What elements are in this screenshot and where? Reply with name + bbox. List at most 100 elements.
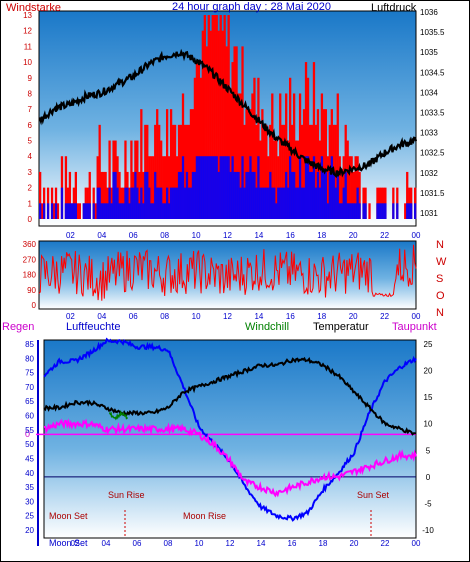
wind-average-bar (364, 203, 367, 219)
wind-gust-bar (300, 124, 304, 219)
compass-label: W (436, 256, 447, 268)
wind-average-bar (98, 187, 101, 219)
pressure-tick-label: 1032.5 (420, 149, 445, 158)
wind-average-bar (243, 187, 246, 219)
wind-tick-label: 9 (28, 74, 33, 83)
humidity-tick-label: 70 (25, 383, 34, 392)
wind-average-bar (382, 203, 385, 219)
wind-gust-bar (52, 203, 56, 219)
wind-gust-bar (205, 46, 208, 220)
wind-gust-bar (253, 77, 256, 220)
wind-average-bar (253, 171, 256, 219)
wind-average-bar (354, 203, 357, 219)
wind-average-bar (215, 156, 218, 219)
wind-average-bar (342, 187, 345, 219)
wind-average-bar (171, 187, 175, 219)
wind-average-bar (39, 203, 42, 219)
hour-tick-label: 04 (102, 539, 111, 548)
wind-tick-label: 3 (28, 168, 33, 177)
wind-gust-bar (108, 140, 111, 219)
wind-average-bar (285, 171, 288, 219)
wind-gust-bar (199, 77, 203, 220)
wind-gust-bar (104, 171, 107, 219)
wind-average-series (39, 156, 417, 219)
wind-average-bar (162, 203, 165, 219)
wind-average-bar (160, 187, 163, 219)
temperature-tick-label: 20 (424, 367, 433, 376)
wind-gust-bar (273, 140, 276, 219)
wind-average-bar (156, 187, 159, 219)
wind-average-bar (189, 187, 193, 219)
wind-average-bar (118, 203, 121, 219)
wind-average-bar (259, 187, 262, 219)
temperatur-label: Temperatur (313, 321, 369, 333)
wind-average-bar (306, 156, 310, 219)
wind-average-bar (205, 156, 208, 219)
wind-average-bar (158, 187, 161, 219)
temperature-tick-label: -10 (422, 526, 434, 535)
wind-gust-bar (191, 109, 195, 219)
wind-gust-bar (340, 171, 343, 219)
hour-tick-label: 06 (133, 539, 142, 548)
wind-gust-bar (68, 171, 72, 219)
humidity-tick-label: 80 (25, 354, 34, 363)
wind-average-bar (281, 187, 284, 219)
wind-average-bar (86, 203, 89, 219)
wind-average-bar (283, 187, 286, 219)
wind-average-bar (72, 203, 76, 219)
wind-average-bar (277, 187, 280, 219)
bottom-hour-axis: 02 04 06 08 10 12 14 16 18 20 22 00 (71, 539, 421, 548)
wind-average-bar (287, 187, 290, 219)
wind-average-bar (326, 203, 329, 219)
wind-average-bar (167, 203, 171, 219)
wind-gust-bar (285, 93, 288, 219)
wind-gust-bar (183, 124, 187, 219)
wind-gust-bar (209, 30, 212, 220)
wind-average-bar (66, 203, 70, 219)
wind-tick-label: 6 (28, 121, 33, 130)
hour-tick-label: 08 (160, 312, 169, 321)
hour-tick-label: 12 (223, 231, 232, 240)
temperature-humidity-plot (43, 339, 417, 539)
wind-gust-bar (195, 62, 199, 220)
wind-gust-bar (162, 156, 165, 219)
hour-tick-label: 20 (350, 539, 359, 548)
wind-gust-bar (142, 171, 145, 219)
wind-average-bar (140, 187, 143, 219)
wind-average-bar (104, 203, 107, 219)
direction-axis: 360 270 180 90 0 (23, 240, 37, 310)
wind-gust-bar (173, 124, 177, 219)
wind-average-bar (136, 187, 139, 219)
pressure-tick-label: 1035.5 (420, 28, 445, 37)
temperature-tick-label: 0 (426, 473, 431, 482)
wind-average-bar (126, 187, 129, 219)
pressure-tick-label: 1031 (420, 209, 438, 218)
wind-gust-bar (74, 171, 77, 219)
wind-average-bar (263, 187, 266, 219)
hour-tick-label: 22 (380, 231, 389, 240)
hour-tick-label: 02 (66, 312, 75, 321)
wind-average-bar (344, 171, 347, 219)
hour-tick-label: 00 (412, 312, 421, 321)
hour-tick-label: 02 (66, 231, 75, 240)
wind-gust-bar (223, 15, 226, 219)
humidity-tick-label: 50 (25, 440, 34, 449)
wind-average-bar (191, 171, 195, 219)
reference-lines (36, 433, 416, 478)
humidity-tick-label: 35 (25, 483, 34, 492)
wind-average-bar (406, 203, 409, 219)
wind-average-bar (348, 203, 351, 219)
wind-average-bar (245, 171, 248, 219)
hour-tick-label: 18 (317, 231, 326, 240)
wind-average-bar (187, 187, 191, 219)
hour-tick-label: 22 (381, 539, 390, 548)
humidity-tick-label: 65 (25, 397, 34, 406)
wind-average-bar (138, 203, 141, 219)
pressure-tick-label: 1033 (420, 129, 438, 138)
pressure-line (38, 48, 418, 179)
pressure-tick-label: 1033.5 (420, 109, 445, 118)
direction-tick-label: 180 (23, 271, 37, 280)
wind-average-bar (336, 171, 339, 219)
hour-tick-label: 00 (412, 539, 421, 548)
